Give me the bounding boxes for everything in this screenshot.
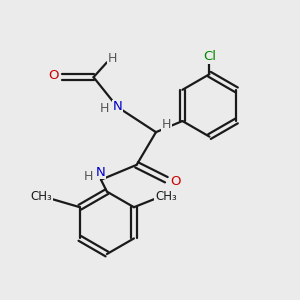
Text: H: H	[162, 118, 171, 131]
Text: N: N	[112, 100, 122, 113]
Text: H: H	[108, 52, 117, 65]
Text: O: O	[171, 175, 181, 188]
Text: N: N	[96, 166, 106, 179]
Text: CH₃: CH₃	[155, 190, 177, 202]
Text: H: H	[100, 102, 110, 115]
Text: Cl: Cl	[203, 50, 216, 63]
Text: CH₃: CH₃	[31, 190, 52, 202]
Text: H: H	[84, 170, 93, 183]
Text: O: O	[48, 69, 59, 82]
